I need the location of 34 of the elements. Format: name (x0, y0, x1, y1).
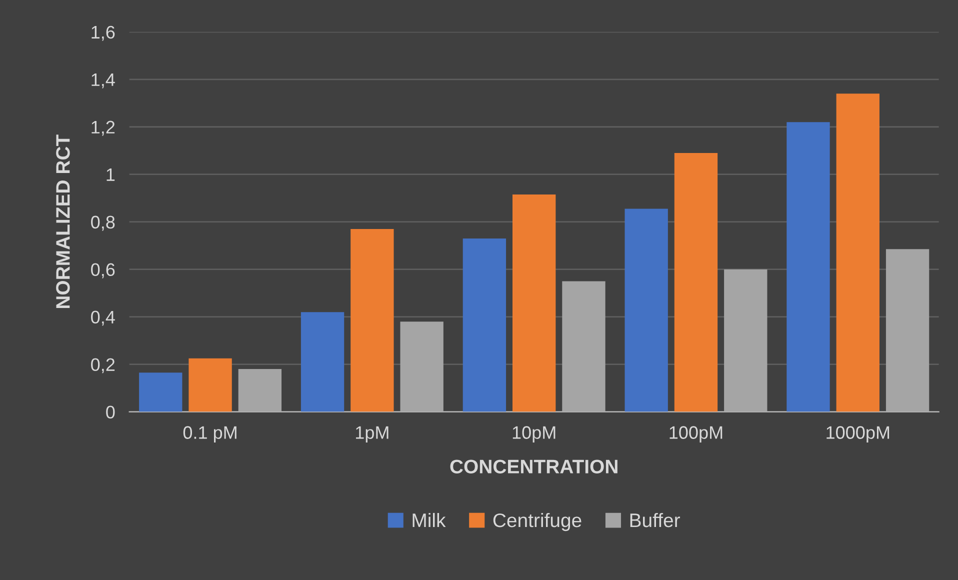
y-tick-label: 1,4 (92, 74, 115, 88)
y-tick-label: 1,2 (92, 120, 115, 136)
legend-label: Milk (412, 512, 446, 528)
bar (724, 269, 768, 412)
bar (674, 152, 718, 412)
bar (400, 322, 444, 412)
bar (462, 238, 506, 412)
x-tick-label: 1000pM (826, 426, 890, 443)
x-tick-label: 0.1 pM (183, 426, 236, 443)
y-tick-label: 1,6 (92, 26, 115, 41)
bar (786, 122, 830, 412)
bar (512, 194, 556, 412)
x-axis-title: CONCENTRATION (450, 460, 618, 474)
bar (562, 281, 606, 412)
y-tick-label: 0,6 (91, 263, 115, 278)
legend-label: Centrifuge (493, 512, 582, 532)
legend-label: Buffer (630, 512, 680, 528)
y-tick-label: 0,4 (91, 310, 115, 326)
bar (836, 94, 880, 412)
x-tick-label: 1pM (356, 426, 388, 443)
bar (188, 358, 232, 412)
bar (300, 312, 344, 412)
bar (139, 372, 182, 412)
y-tick-label: 0,2 (91, 358, 115, 374)
y-tick-label: 1 (106, 168, 115, 181)
x-tick-label: 10pM (512, 426, 556, 443)
x-tick-label: 100pM (670, 426, 722, 443)
y-tick-label: 0 (106, 406, 115, 419)
bar (624, 208, 668, 412)
bar (350, 228, 394, 412)
y-axis-title: NORMALIZED RCT (56, 134, 70, 308)
bar (886, 249, 930, 412)
y-tick-label: 0,8 (91, 216, 115, 231)
bar (238, 369, 282, 412)
